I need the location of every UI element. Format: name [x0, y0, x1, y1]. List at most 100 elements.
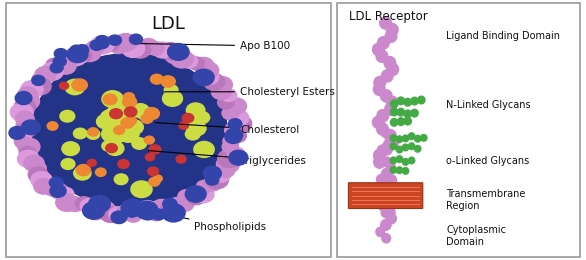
Circle shape: [381, 221, 390, 230]
Circle shape: [139, 38, 158, 53]
FancyBboxPatch shape: [349, 183, 423, 209]
Circle shape: [47, 122, 58, 130]
Circle shape: [108, 35, 121, 45]
Circle shape: [198, 62, 219, 78]
Circle shape: [111, 114, 132, 131]
Circle shape: [384, 57, 396, 69]
Circle shape: [376, 227, 384, 237]
Circle shape: [132, 204, 148, 217]
Text: Apo B100: Apo B100: [132, 41, 290, 51]
Circle shape: [30, 162, 46, 174]
Circle shape: [374, 156, 386, 168]
Circle shape: [421, 134, 427, 141]
Circle shape: [396, 136, 403, 142]
Circle shape: [193, 69, 214, 86]
Circle shape: [230, 130, 246, 142]
Circle shape: [109, 119, 127, 133]
Circle shape: [159, 43, 181, 60]
Circle shape: [196, 180, 212, 193]
Circle shape: [387, 63, 398, 75]
Circle shape: [377, 123, 389, 135]
Circle shape: [377, 110, 389, 122]
Circle shape: [185, 128, 200, 140]
Circle shape: [101, 126, 124, 142]
Circle shape: [136, 201, 158, 218]
Text: Ligand Binding Domain: Ligand Binding Domain: [447, 31, 560, 41]
Circle shape: [148, 167, 159, 176]
Circle shape: [153, 175, 162, 182]
Circle shape: [203, 166, 222, 180]
Circle shape: [122, 96, 137, 107]
Circle shape: [222, 107, 239, 120]
Circle shape: [382, 157, 391, 167]
Circle shape: [381, 143, 393, 155]
Circle shape: [88, 195, 110, 212]
Circle shape: [110, 131, 124, 143]
Circle shape: [15, 136, 30, 148]
Circle shape: [225, 130, 242, 144]
Circle shape: [124, 119, 139, 131]
Circle shape: [147, 42, 164, 55]
Circle shape: [96, 168, 106, 176]
Circle shape: [380, 90, 392, 102]
Circle shape: [212, 167, 230, 182]
Circle shape: [124, 120, 144, 135]
Circle shape: [43, 179, 64, 196]
Circle shape: [74, 49, 91, 62]
Circle shape: [386, 163, 396, 173]
Circle shape: [380, 17, 391, 29]
Circle shape: [178, 190, 196, 204]
Circle shape: [56, 58, 76, 74]
Circle shape: [121, 199, 144, 217]
Circle shape: [106, 141, 124, 155]
Circle shape: [76, 165, 91, 176]
Circle shape: [149, 145, 161, 154]
Circle shape: [152, 42, 173, 58]
Circle shape: [125, 116, 137, 125]
Circle shape: [35, 67, 56, 83]
Circle shape: [88, 128, 98, 136]
Circle shape: [18, 87, 38, 102]
Circle shape: [117, 125, 139, 142]
Circle shape: [224, 122, 246, 138]
Circle shape: [114, 126, 125, 134]
Circle shape: [385, 30, 397, 42]
Text: LDL Receptor: LDL Receptor: [349, 10, 428, 23]
Circle shape: [396, 167, 403, 173]
Circle shape: [165, 46, 188, 64]
Circle shape: [146, 206, 166, 221]
Circle shape: [403, 135, 408, 142]
Circle shape: [188, 57, 204, 70]
Circle shape: [212, 76, 233, 93]
Circle shape: [390, 119, 398, 126]
Circle shape: [41, 63, 63, 80]
Circle shape: [130, 34, 142, 44]
Circle shape: [61, 159, 75, 170]
Text: Cholesteryl Esters: Cholesteryl Esters: [165, 87, 335, 97]
Circle shape: [96, 38, 109, 49]
Circle shape: [23, 155, 44, 171]
Circle shape: [396, 156, 403, 162]
Circle shape: [114, 174, 128, 185]
Circle shape: [185, 186, 206, 202]
Circle shape: [80, 198, 100, 214]
Circle shape: [176, 155, 186, 163]
Circle shape: [186, 103, 205, 118]
Circle shape: [163, 198, 177, 210]
Circle shape: [14, 98, 35, 115]
Circle shape: [216, 162, 235, 178]
Circle shape: [373, 83, 385, 95]
Circle shape: [111, 211, 127, 224]
Circle shape: [390, 108, 398, 116]
Circle shape: [125, 210, 141, 222]
Circle shape: [414, 146, 421, 152]
Circle shape: [411, 97, 418, 105]
Circle shape: [386, 23, 398, 36]
Circle shape: [221, 89, 237, 101]
Circle shape: [105, 144, 117, 153]
Circle shape: [135, 201, 158, 219]
Circle shape: [66, 197, 84, 211]
Circle shape: [56, 194, 78, 211]
Circle shape: [384, 181, 394, 192]
Circle shape: [164, 85, 178, 95]
